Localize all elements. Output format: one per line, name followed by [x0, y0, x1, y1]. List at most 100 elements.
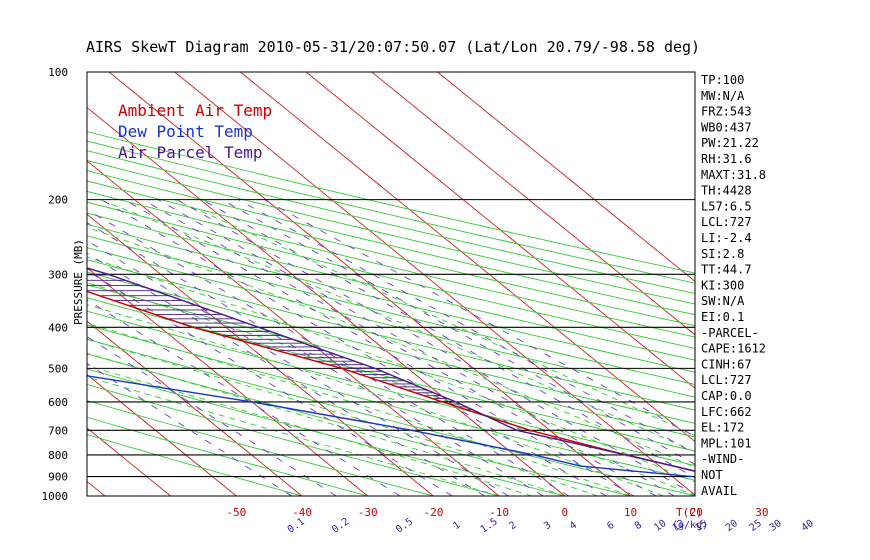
moist-adiabat-line — [87, 338, 598, 496]
stat-entry: PW:21.22 — [701, 136, 759, 150]
isotherm-line — [87, 160, 500, 496]
pressure-tick-label: 200 — [48, 194, 68, 207]
stat-entry: EL:172 — [701, 421, 744, 435]
pressure-tick-label: 800 — [48, 449, 68, 462]
dry-adiabat-line — [87, 271, 695, 424]
stat-entry: MAXT:31.8 — [701, 168, 766, 182]
legend-entry: Ambient Air Temp — [118, 101, 272, 120]
isotherm-line — [108, 72, 631, 496]
plot-frame — [86, 71, 696, 497]
pressure-tick-label: 700 — [48, 424, 68, 437]
dry-adiabat-line — [87, 160, 695, 305]
pressure-tick-label: 400 — [48, 321, 68, 334]
stat-entry: CINH:67 — [701, 357, 752, 371]
mixing-ratio-line — [221, 199, 695, 466]
mixing-ratio-line — [124, 199, 635, 496]
dry-adiabat-line — [87, 150, 695, 294]
mixing-ratio-line — [176, 199, 695, 496]
pressure-tick-label: 1000 — [42, 490, 69, 503]
bottom-temp-tick-label: 30 — [755, 506, 768, 519]
dry-adiabat-line — [87, 212, 695, 361]
isotherm-line — [0, 72, 39, 496]
pressure-tick-label: 100 — [48, 66, 68, 79]
mixing-ratio-unit-label: (g/kg) — [672, 520, 708, 531]
mixing-ratio-label: 8 — [633, 520, 644, 532]
mixing-ratio-line — [142, 199, 657, 496]
temp-unit-label: T(C) — [676, 506, 703, 519]
pressure-tick-label: 900 — [48, 471, 68, 484]
pressure-tick-label: 500 — [48, 362, 68, 375]
dry-adiabat-line — [87, 259, 695, 411]
dry-adiabat-line — [87, 284, 695, 438]
dry-adiabat-line — [87, 338, 695, 496]
dry-adiabat-line — [87, 131, 695, 274]
dry-adiabat-line — [87, 400, 434, 496]
bottom-temp-tick-label: -10 — [489, 506, 509, 519]
stat-entry: MPL:101 — [701, 436, 752, 450]
mixing-ratio-line — [87, 336, 337, 496]
isotherm-line — [305, 72, 695, 389]
mixing-ratio-line — [101, 199, 607, 496]
mixing-ratio-label: 2 — [507, 520, 518, 532]
isotherm-line — [87, 374, 237, 496]
bottom-temp-tick-label: -30 — [358, 506, 378, 519]
stat-entry: SW:N/A — [701, 294, 745, 308]
dry-adiabat-line — [87, 190, 695, 338]
mixing-ratio-label: 0.2 — [330, 516, 351, 535]
stat-entry: FRZ:543 — [701, 105, 752, 119]
dry-adiabat-line — [87, 247, 695, 398]
moist-adiabat-line — [174, 199, 695, 436]
pressure-tick-label: 600 — [48, 396, 68, 409]
isotherm-line — [174, 72, 695, 496]
stat-entry: CAP:0.0 — [701, 389, 752, 403]
mixing-ratio-line — [238, 199, 695, 455]
mixing-ratio-label: 25 — [748, 518, 764, 534]
isotherm-line — [87, 320, 303, 496]
stat-entry: KI:300 — [701, 278, 744, 292]
stat-entry: -WIND- — [701, 452, 744, 466]
dry-adiabat-line — [87, 383, 500, 496]
mixing-ratio-label: 10 — [652, 518, 668, 534]
mixing-ratio-label: 6 — [605, 520, 616, 532]
moist-adiabat-line — [87, 256, 695, 483]
stat-entry: TT:44.7 — [701, 263, 752, 277]
dry-adiabat-line — [87, 140, 695, 284]
stat-entry: LCL:727 — [701, 215, 752, 229]
stat-entry: MW:N/A — [701, 89, 745, 103]
bottom-temp-tick-label: -40 — [292, 506, 312, 519]
dew-point-line — [87, 375, 693, 478]
stat-entry: -PARCEL- — [701, 326, 759, 340]
bottom-temp-tick-label: 0 — [562, 506, 569, 519]
dry-adiabat-line — [87, 324, 695, 481]
dry-adiabat-line — [87, 223, 695, 373]
mixing-ratio-label: 0.1 — [286, 516, 307, 535]
moist-adiabat-line — [87, 226, 695, 468]
dry-adiabat-line — [87, 170, 695, 316]
bottom-temp-tick-label: -20 — [423, 506, 443, 519]
mixing-ratio-label: 40 — [800, 518, 816, 534]
moist-adiabat-line — [87, 282, 695, 496]
dry-adiabat-line — [87, 310, 695, 466]
bottom-temp-tick-label: 10 — [624, 506, 637, 519]
isotherm-line — [87, 267, 369, 496]
stat-entry: EI:0.1 — [701, 310, 744, 324]
stat-entry: WB0:437 — [701, 120, 752, 134]
legend-entry: Dew Point Temp — [118, 122, 253, 141]
mixing-ratio-line — [87, 240, 509, 496]
stat-entry: L57:6.5 — [701, 199, 752, 213]
mixing-ratio-line — [87, 222, 544, 496]
legend-entry: Air Parcel Temp — [118, 143, 263, 162]
mixing-ratio-label: 30 — [768, 518, 784, 534]
dry-adiabat-line — [87, 416, 368, 496]
mixing-ratio-line — [87, 209, 570, 496]
mixing-ratio-label: 4 — [568, 520, 579, 532]
mixing-ratio-label: 0.5 — [394, 516, 415, 535]
isotherm-line — [437, 72, 695, 282]
stat-entry: NOT — [701, 468, 723, 482]
stat-entry: RH:31.6 — [701, 152, 752, 166]
isotherm-line — [87, 213, 434, 496]
stat-entry: LFC:662 — [701, 405, 752, 419]
stat-entry: SI:2.8 — [701, 247, 744, 261]
mixing-ratio-label: 1 — [451, 520, 462, 532]
